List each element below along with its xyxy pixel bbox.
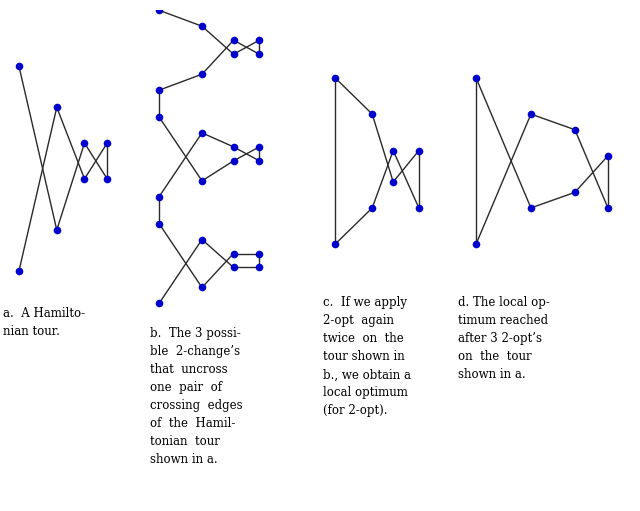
- Text: c.  If we apply
2-opt  again
twice  on  the
tour shown in
b., we obtain a
local : c. If we apply 2-opt again twice on the …: [323, 296, 412, 417]
- Text: b.  The 3 possi-
ble  2-change’s
that  uncross
one  pair  of
crossing  edges
of : b. The 3 possi- ble 2-change’s that uncr…: [150, 327, 243, 466]
- Text: a.  A Hamilto-
nian tour.: a. A Hamilto- nian tour.: [3, 307, 85, 338]
- Text: d. The local op-
timum reached
after 3 2-opt’s
on  the  tour
shown in a.: d. The local op- timum reached after 3 2…: [458, 296, 550, 381]
